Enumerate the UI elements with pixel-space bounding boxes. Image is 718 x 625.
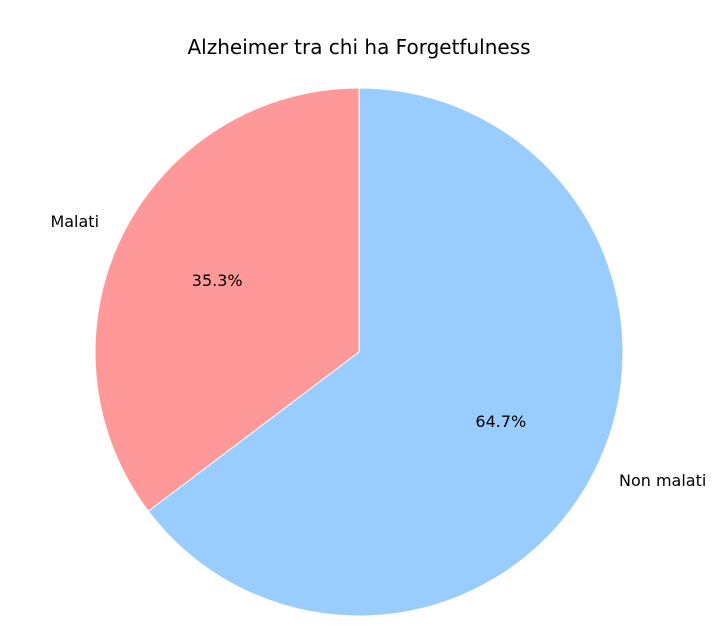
pie-slice-0 <box>94 87 360 512</box>
slice-label-0: Malati <box>50 212 99 231</box>
slice-pct-label-1: 64.7% <box>475 412 526 431</box>
slice-label-1: Non malati <box>619 471 706 490</box>
slice-pct-label-0: 35.3% <box>192 271 243 290</box>
pie-slice-1 <box>147 87 624 617</box>
chart-title: Alzheimer tra chi ha Forgetfulness <box>187 35 531 59</box>
